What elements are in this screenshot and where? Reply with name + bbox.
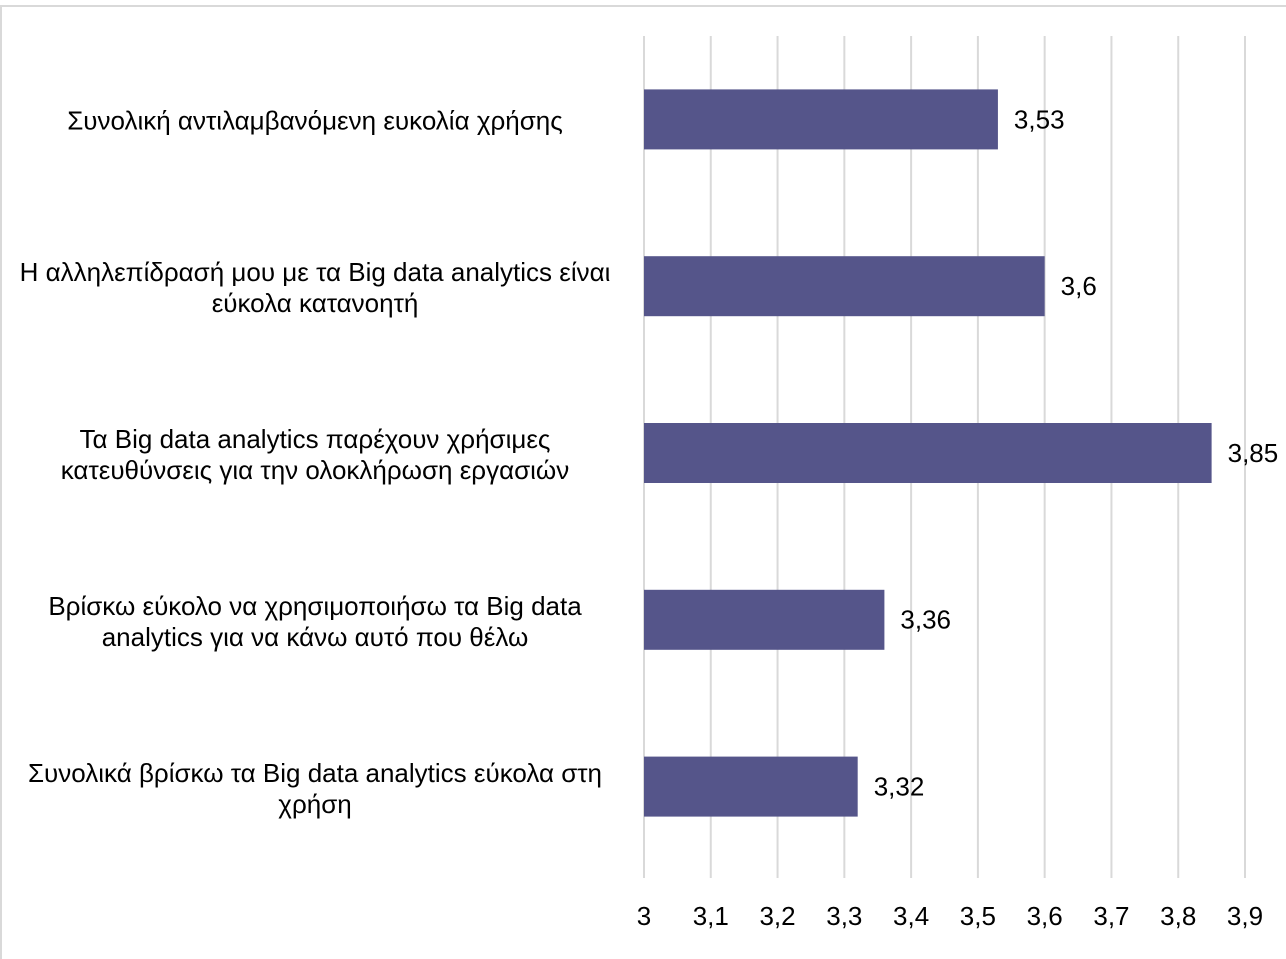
category-label: Η αλληλεπίδρασή μου με τα Big data analy… (19, 257, 611, 319)
bar (644, 589, 885, 650)
value-label: 3,85 (1228, 438, 1279, 468)
bar (644, 756, 858, 817)
bar (644, 423, 1212, 483)
value-label: 3,6 (1061, 271, 1097, 301)
bar (644, 89, 998, 150)
x-tick-label: 3 (637, 901, 651, 931)
x-tick-label: 3,3 (826, 901, 862, 931)
category-label: Τα Big data analytics παρέχουν χρήσιμες … (60, 424, 570, 485)
x-tick-label: 3,8 (1160, 901, 1196, 931)
bar (644, 256, 1045, 317)
value-label: 3,36 (900, 605, 951, 635)
x-tick-label: 3,2 (759, 901, 795, 931)
category-label: Συνολικά βρίσκω τα Big data analytics εύ… (27, 757, 602, 819)
x-tick-label: 3,9 (1227, 901, 1263, 931)
category-label: Βρίσκω εύκολο να χρησιμοποιήσω τα Big da… (48, 590, 582, 652)
x-tick-label: 3,7 (1093, 901, 1129, 931)
x-tick-label: 3,5 (960, 901, 996, 931)
chart-frame (0, 5, 1286, 959)
value-label: 3,53 (1014, 104, 1065, 134)
value-label: 3,32 (874, 771, 925, 801)
x-tick-label: 3,1 (693, 901, 729, 931)
x-tick-label: 3,6 (1027, 901, 1063, 931)
x-tick-label: 3,4 (893, 901, 929, 931)
category-label: Συνολική αντιλαμβανόμενη ευκολία χρήσης (67, 105, 563, 136)
